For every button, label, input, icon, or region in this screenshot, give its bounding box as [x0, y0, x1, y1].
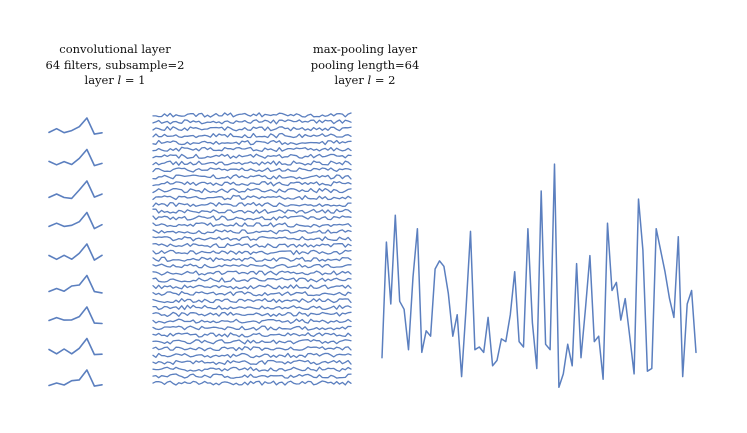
feature-map-row: [152, 126, 352, 132]
feature-map-row: [152, 373, 352, 379]
pool-layer-label: max-pooling layer pooling length=64 laye…: [270, 42, 460, 89]
conv-layer-index-var: l: [117, 73, 122, 87]
feature-map-row: [152, 194, 352, 201]
feature-map-row: [152, 119, 352, 125]
feature-map-row: [152, 352, 352, 359]
pooled-output: [381, 163, 697, 389]
feature-map-row: [152, 201, 352, 208]
feature-map-row: [152, 174, 352, 180]
conv-layer-title: convolutional layer: [59, 42, 171, 56]
feature-map-row: [152, 339, 352, 345]
filter-kernel: [48, 337, 103, 356]
feature-map-row: [152, 318, 352, 324]
feature-map-row: [152, 346, 352, 352]
conv-layer-index: layer l = 1: [20, 73, 210, 89]
feature-map-row: [152, 311, 352, 318]
feature-map-row: [152, 277, 352, 283]
feature-map-row: [152, 304, 352, 311]
pool-layer-index-value: = 2: [371, 73, 396, 87]
feature-map-row: [152, 290, 352, 297]
feature-map-row: [152, 215, 352, 221]
conv-layer-filters: 64 filters, subsample=2: [45, 57, 185, 72]
feature-map-row: [152, 153, 352, 159]
feature-map-row: [152, 284, 352, 290]
feature-map-row: [152, 229, 352, 235]
filter-kernel: [48, 306, 103, 325]
feature-map-row: [152, 297, 352, 304]
feature-map-row: [152, 181, 352, 187]
feature-map-row: [152, 132, 352, 139]
feature-map-row: [152, 146, 352, 153]
filter-kernel: [48, 180, 103, 200]
pool-layer-index-prefix: layer: [334, 73, 368, 87]
feature-map-row: [152, 249, 352, 256]
feature-map-row: [152, 222, 352, 228]
conv-layer-index-value: = 1: [121, 73, 146, 87]
conv-layer-label: convolutional layer 64 filters, subsampl…: [20, 42, 210, 89]
feature-map-row: [152, 167, 352, 173]
feature-map-row: [152, 242, 352, 249]
filter-kernel: [48, 211, 103, 230]
pooled-signal: [381, 163, 697, 389]
conv-layer-index-prefix: layer: [84, 73, 118, 87]
filter-kernel: [48, 117, 103, 135]
pool-layer-length: pooling length=64: [310, 57, 420, 72]
pool-layer-index-var: l: [367, 73, 372, 87]
feature-map-row: [152, 263, 352, 269]
conv-filters: [48, 117, 103, 387]
feature-map-row: [152, 332, 352, 338]
feature-map-row: [152, 380, 352, 386]
feature-map-row: [152, 256, 352, 263]
feature-map-row: [152, 359, 352, 366]
feature-map-row: [152, 187, 352, 194]
filter-kernel: [48, 369, 103, 387]
filter-kernel: [48, 274, 103, 294]
feature-map-row: [152, 366, 352, 372]
pool-layer-index: layer l = 2: [270, 73, 460, 89]
feature-map-row: [152, 160, 352, 166]
filter-kernel: [48, 148, 103, 167]
feature-maps: [152, 112, 352, 386]
feature-map-row: [152, 270, 352, 276]
feature-map-row: [152, 208, 352, 214]
filter-kernel: [48, 243, 103, 261]
feature-map-row: [152, 235, 352, 242]
feature-map-row: [152, 325, 352, 331]
feature-map-row: [152, 112, 352, 118]
feature-map-row: [152, 139, 352, 146]
pool-layer-title: max-pooling layer: [312, 42, 418, 56]
